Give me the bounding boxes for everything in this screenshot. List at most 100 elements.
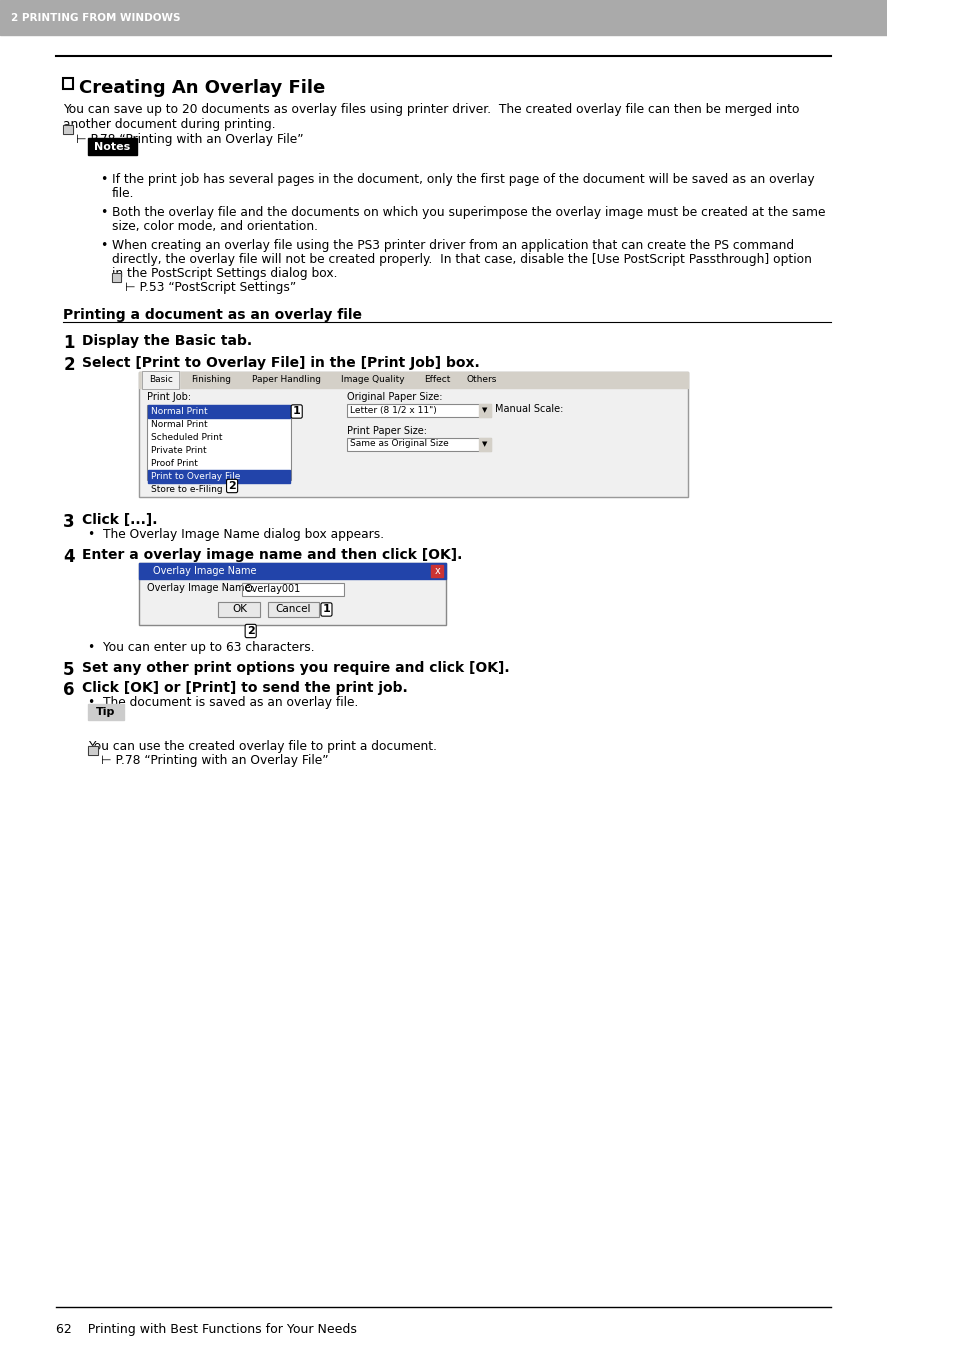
Text: Letter (8 1/2 x 11"): Letter (8 1/2 x 11") — [349, 405, 436, 415]
Text: Manual Scale:: Manual Scale: — [495, 404, 563, 413]
Text: Cancel: Cancel — [275, 604, 311, 615]
Bar — [89, 746, 97, 755]
Bar — [218, 603, 260, 617]
Bar — [139, 563, 446, 580]
Text: ▼: ▼ — [481, 407, 486, 413]
Text: 5: 5 — [63, 661, 74, 680]
Text: Original Paper Size:: Original Paper Size: — [346, 392, 442, 403]
Bar — [241, 584, 344, 596]
Text: You can save up to 20 documents as overlay files using printer driver.  The crea: You can save up to 20 documents as overl… — [63, 103, 799, 116]
Text: Paper Handling: Paper Handling — [252, 376, 320, 385]
Text: Finishing: Finishing — [191, 376, 231, 385]
Text: ▼: ▼ — [481, 440, 486, 447]
Bar — [346, 404, 491, 417]
Bar — [148, 470, 290, 484]
Text: •: • — [100, 205, 108, 219]
Bar — [147, 405, 291, 480]
Bar — [112, 273, 121, 282]
Bar — [63, 126, 72, 134]
Text: Effect: Effect — [423, 376, 450, 385]
Text: You can use the created overlay file to print a document.: You can use the created overlay file to … — [89, 740, 436, 753]
Text: Print to Overlay File: Print to Overlay File — [151, 471, 240, 481]
Text: Select [Print to Overlay File] in the [Print Job] box.: Select [Print to Overlay File] in the [P… — [82, 357, 479, 370]
Bar — [63, 126, 72, 134]
Bar — [478, 404, 491, 417]
Bar — [139, 563, 446, 626]
Bar — [139, 372, 687, 497]
Bar — [346, 438, 491, 451]
Text: Print Paper Size:: Print Paper Size: — [346, 426, 426, 436]
Bar — [346, 404, 491, 417]
Bar — [89, 138, 136, 155]
Bar — [148, 405, 290, 417]
Text: Others: Others — [466, 376, 497, 385]
Text: 6: 6 — [63, 681, 74, 698]
Text: 2: 2 — [247, 626, 254, 636]
Text: Normal Print: Normal Print — [151, 420, 207, 430]
Text: 2: 2 — [63, 357, 74, 374]
Text: Click [OK] or [Print] to send the print job.: Click [OK] or [Print] to send the print … — [82, 681, 407, 694]
Text: another document during printing.: another document during printing. — [63, 118, 275, 131]
Text: Print Job:: Print Job: — [147, 392, 191, 403]
Text: Set any other print options you require and click [OK].: Set any other print options you require … — [82, 661, 509, 676]
Text: 2 PRINTING FROM WINDOWS: 2 PRINTING FROM WINDOWS — [11, 14, 180, 23]
Bar — [478, 438, 491, 451]
Text: When creating an overlay file using the PS3 printer driver from an application t: When creating an overlay file using the … — [112, 239, 793, 253]
Bar — [346, 438, 491, 451]
Text: •: • — [100, 239, 108, 253]
Text: •  You can enter up to 63 characters.: • You can enter up to 63 characters. — [89, 640, 314, 654]
Text: 3: 3 — [63, 513, 74, 531]
Bar — [139, 372, 687, 388]
Text: Display the Basic tab.: Display the Basic tab. — [82, 334, 252, 349]
Text: 62    Printing with Best Functions for Your Needs: 62 Printing with Best Functions for Your… — [55, 1323, 356, 1336]
Bar — [241, 584, 344, 596]
Bar — [431, 565, 443, 577]
Text: Private Print: Private Print — [151, 446, 206, 455]
Text: •  The document is saved as an overlay file.: • The document is saved as an overlay fi… — [89, 696, 358, 709]
Text: Normal Print: Normal Print — [151, 407, 207, 416]
Text: ⊢ P.78 “Printing with an Overlay File”: ⊢ P.78 “Printing with an Overlay File” — [101, 754, 329, 767]
Text: •: • — [100, 173, 108, 186]
Text: 4: 4 — [63, 549, 74, 566]
Bar — [268, 603, 318, 617]
Text: Proof Print: Proof Print — [151, 459, 197, 467]
Text: in the PostScript Settings dialog box.: in the PostScript Settings dialog box. — [112, 267, 336, 280]
Text: Click [...].: Click [...]. — [82, 513, 157, 527]
Bar — [142, 372, 179, 389]
Bar — [0, 0, 886, 35]
Bar — [147, 405, 291, 480]
Text: 1: 1 — [322, 604, 330, 615]
Text: Notes: Notes — [94, 142, 131, 151]
Text: Basic: Basic — [149, 376, 172, 385]
Text: ⊢ P.78 “Printing with an Overlay File”: ⊢ P.78 “Printing with an Overlay File” — [76, 132, 304, 146]
Text: directly, the overlay file will not be created properly.  In that case, disable : directly, the overlay file will not be c… — [112, 253, 811, 266]
Bar — [89, 746, 97, 755]
Text: 2: 2 — [228, 481, 235, 490]
Bar — [142, 372, 179, 389]
Text: OK: OK — [232, 604, 247, 615]
Bar — [139, 372, 687, 497]
Text: Printing a document as an overlay file: Printing a document as an overlay file — [63, 308, 362, 322]
Bar — [63, 78, 73, 89]
Text: Scheduled Print: Scheduled Print — [151, 434, 222, 442]
Text: 1: 1 — [63, 334, 74, 353]
Text: Both the overlay file and the documents on which you superimpose the overlay ima: Both the overlay file and the documents … — [112, 205, 824, 219]
Text: Tip: Tip — [96, 707, 115, 717]
Text: file.: file. — [112, 186, 134, 200]
Text: Creating An Overlay File: Creating An Overlay File — [79, 78, 325, 97]
Text: Same as Original Size: Same as Original Size — [349, 439, 448, 449]
Bar — [268, 603, 318, 617]
Text: •  The Overlay Image Name dialog box appears.: • The Overlay Image Name dialog box appe… — [89, 528, 384, 540]
Text: size, color mode, and orientation.: size, color mode, and orientation. — [112, 220, 317, 232]
Text: 1: 1 — [293, 407, 300, 416]
Text: Overlay Image Name:: Overlay Image Name: — [147, 584, 253, 593]
Text: Enter a overlay image name and then click [OK].: Enter a overlay image name and then clic… — [82, 549, 461, 562]
Text: Image Quality: Image Quality — [340, 376, 404, 385]
Text: If the print job has several pages in the document, only the first page of the d: If the print job has several pages in th… — [112, 173, 813, 186]
Text: Overlay001: Overlay001 — [244, 585, 300, 594]
Bar — [112, 273, 121, 282]
Bar — [89, 704, 124, 720]
Bar — [218, 603, 260, 617]
Text: Overlay Image Name: Overlay Image Name — [153, 566, 256, 576]
Text: Store to e-Filing: Store to e-Filing — [151, 485, 222, 494]
